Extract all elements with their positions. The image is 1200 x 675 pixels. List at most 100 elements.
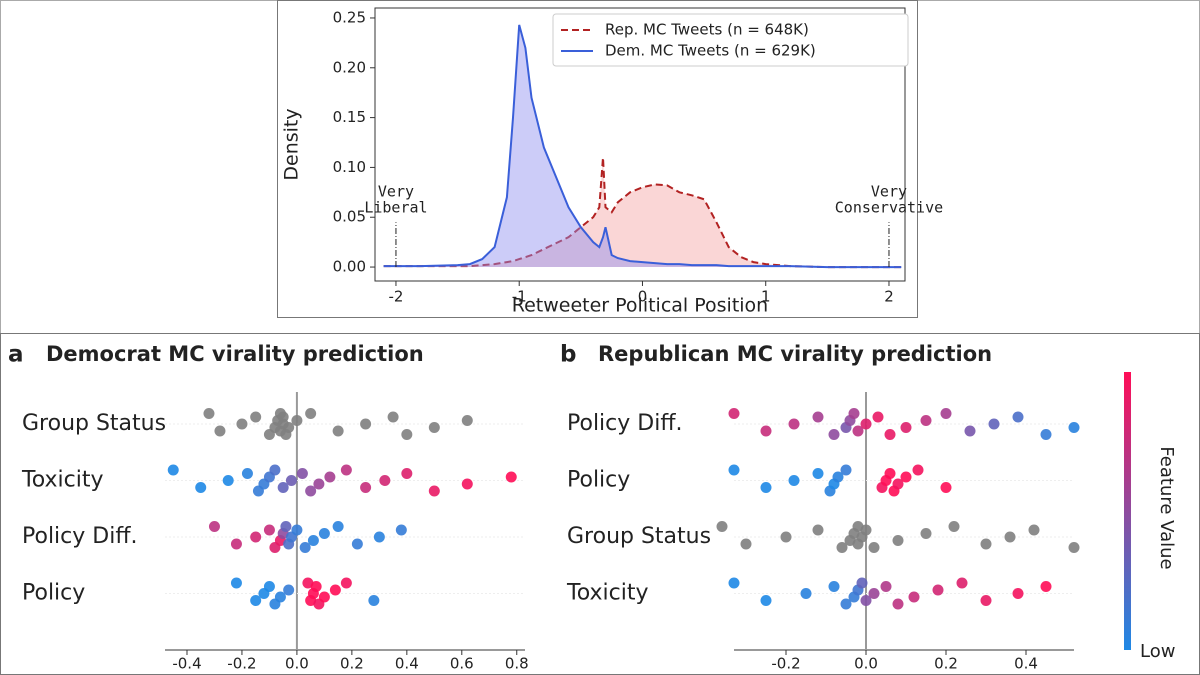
y-tick-label: 0.15 [333,108,366,126]
x-tick-label: 2 [884,288,894,306]
feature-label: Policy [567,468,630,493]
shap-point [277,411,289,423]
shap-point [305,408,317,419]
panel-letter: b [560,342,576,368]
annotation-text: Very [871,183,907,201]
shap-point [1040,429,1052,440]
shap-point [840,464,852,476]
shap-point [401,468,413,479]
shap-point [214,425,226,437]
colorbar-low-label: Low [1140,641,1175,662]
shap-point [920,415,932,426]
shap-point [428,485,440,497]
shap-point [274,591,286,603]
density-area [383,157,902,268]
x-tick-label: 0.4 [395,655,419,673]
shap-point [195,482,207,493]
shap-point [884,429,896,440]
x-tick-label: -0.2 [227,655,256,673]
shap-point [299,542,311,553]
shap-point [360,482,372,493]
shap-point [892,478,904,490]
shap-point [836,542,848,553]
x-tick-label: 0.6 [450,655,474,673]
shap-point [269,464,281,476]
shap-point [920,528,932,539]
x-axis-label: Retweeter Political Position [512,295,768,317]
shap-point [250,411,262,423]
colorbar [1124,372,1131,650]
shap-point [277,482,289,493]
legend-label: Dem. MC Tweets (n = 629K) [605,42,816,60]
shap-point [880,581,892,592]
shap-point [856,577,868,589]
shap-point [860,524,872,536]
feature-label: Policy [22,581,85,606]
shap-point [1068,422,1080,433]
shap-point [980,595,992,606]
feature-label: Group Status [567,524,711,549]
shap-point [812,411,824,423]
shap-point [760,482,772,493]
shap-point [167,464,179,476]
shap-point [395,524,407,536]
shap-point [318,528,330,539]
shap-point [368,595,380,606]
shap-point [964,425,976,437]
x-tick-label: 0.0 [854,655,878,673]
density-line [383,157,902,269]
shap-point [872,411,884,423]
shap-point [285,475,297,486]
shap-point [848,408,860,419]
shap-point [956,577,968,589]
shap-point [892,535,904,546]
shap-point [868,588,880,599]
shap-point [988,418,1000,430]
shap-point [360,418,372,430]
colorbar-label: Feature Value [1156,446,1177,569]
shap-point [379,475,391,486]
x-tick-label: -2 [388,288,403,306]
panel-title: Democrat MC virality prediction [46,342,424,366]
shap-point [788,475,800,486]
shap-point [340,464,352,476]
annotation-text: Liberal [364,199,427,217]
x-tick-label: 1 [761,288,771,306]
shap-point [203,408,215,419]
shap-point [230,577,242,589]
y-tick-label: 0.25 [333,8,366,26]
shap-point [313,478,325,490]
x-tick-label: 0.0 [285,655,309,673]
shap-point [812,468,824,479]
shap-point [305,485,317,497]
shap-point [1040,581,1052,592]
y-tick-label: 0.10 [333,158,366,176]
shap-point [1012,411,1024,423]
annotation-text: Conservative [835,199,943,217]
shap-point [263,524,275,536]
shap-point [283,584,295,596]
shap-point [324,471,336,483]
x-tick-label: 0.8 [505,655,529,673]
shap-point [812,524,824,536]
shap-point [940,408,952,419]
shap-point [387,411,399,423]
shap-point [1068,542,1080,553]
shap-point [250,595,262,606]
shap-point [318,591,330,603]
y-axis-label: Density [281,108,303,180]
shap-point [505,471,517,483]
shap-point [329,584,341,596]
y-tick-label: 0.05 [333,208,366,226]
shap-point [908,591,920,603]
x-tick-label: 0.2 [340,655,364,673]
shap-point [263,581,275,592]
shap-point [860,418,872,430]
shap-point [1012,588,1024,599]
shap-point [884,468,896,479]
shap-point [780,531,792,543]
shap-point [728,464,740,476]
shap-point [728,408,740,419]
bottom-panel-frame [0,333,1200,675]
shap-point [828,581,840,592]
